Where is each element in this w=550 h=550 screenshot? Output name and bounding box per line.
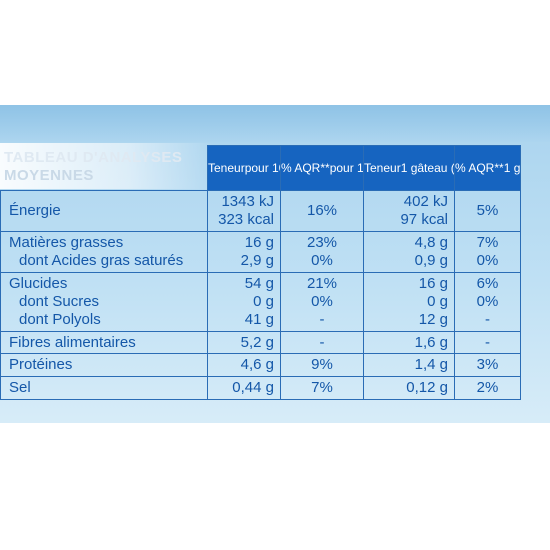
row-label-salt: Sel [0,376,208,400]
salt-ri-100g: 7% [280,376,364,400]
table-row-fibre: Fibres alimentaires 5,2 g - 1,6 g - [0,331,521,354]
fibre-ri-100g: - [280,331,364,354]
table-row-salt: Sel 0,44 g 7% 0,12 g 2% [0,376,521,400]
energy-ri-100g: 16% [280,190,364,232]
energy-per-100g: 1343 kJ 323 kcal [207,190,281,232]
protein-per-100g: 4,6 g [207,353,281,377]
fat-ri-100g: 23% 0% [280,231,364,273]
row-label-fibre: Fibres alimentaires [0,331,208,354]
row-label-carbohydrates: Glucides dont Sucres dont Polyols [0,272,208,332]
fat-ri-cake: 7% 0% [454,231,521,273]
fat-per-cake: 4,8 g 0,9 g [363,231,455,273]
fibre-per-100g: 5,2 g [207,331,281,354]
fibre-ri-cake: - [454,331,521,354]
protein-ri-100g: 9% [280,353,364,377]
energy-ri-cake: 5% [454,190,521,232]
fibre-per-cake: 1,6 g [363,331,455,354]
carb-ri-cake: 6% 0% - [454,272,521,332]
salt-per-cake: 0,12 g [363,376,455,400]
header-blank-cell [0,145,208,191]
header-row: Teneurpour 100 g % AQR**pour 100 g Teneu… [0,145,521,191]
fat-per-100g: 16 g 2,9 g [207,231,281,273]
row-label-fat: Matières grasses dont Acides gras saturés [0,231,208,273]
salt-per-100g: 0,44 g [207,376,281,400]
table-row-energy: Énergie 1343 kJ 323 kcal 16% 402 kJ 97 kca… [0,190,521,232]
row-label-energy: Énergie [0,190,208,232]
nutrition-table: Teneurpour 100 g % AQR**pour 100 g Teneu… [0,145,521,400]
energy-per-cake: 402 kJ 97 kcal [363,190,455,232]
carb-ri-100g: 21% 0% - [280,272,364,332]
header-content-per-100g: Teneurpour 100 g [207,145,281,191]
salt-ri-cake: 2% [454,376,521,400]
row-label-protein: Protéines [0,353,208,377]
protein-ri-cake: 3% [454,353,521,377]
protein-per-cake: 1,4 g [363,353,455,377]
table-row-fat: Matières grasses dont Acides gras saturés… [0,231,521,273]
header-content-per-cake: Teneur1 gâteau (30 g) [363,145,455,191]
table-row-protein: Protéines 4,6 g 9% 1,4 g 3% [0,353,521,377]
header-ri-per-cake: % AQR**1 gâteau (30 g) [454,145,521,191]
header-ri-per-100g: % AQR**pour 100 g [280,145,364,191]
label-top-fade [0,105,550,143]
